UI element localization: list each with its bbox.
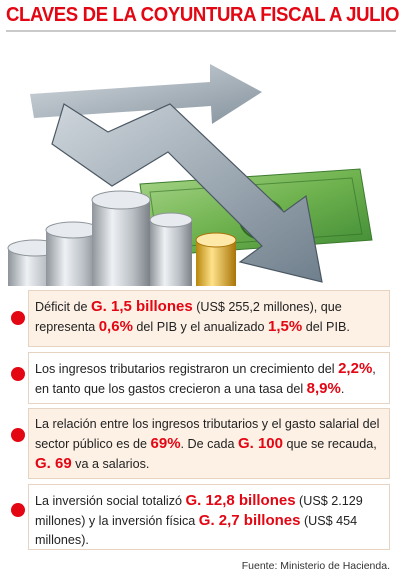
highlight-value: 69% xyxy=(150,435,181,452)
key-point-3: La relación entre los ingresos tributari… xyxy=(28,408,390,479)
text-segment: va a salarios. xyxy=(71,457,150,471)
bullet-marker-4 xyxy=(11,503,25,517)
text-segment: , en tanto que los gastos crecieron a un… xyxy=(35,362,376,396)
highlight-value: G. 12,8 billones xyxy=(185,492,296,509)
key-point-2: Los ingresos tributarios registraron un … xyxy=(28,352,390,404)
highlight-value: G. 69 xyxy=(35,455,72,472)
title-divider xyxy=(6,30,396,32)
downward-trend-arrow-icon xyxy=(51,103,323,283)
source-note: Fuente: Ministerio de Hacienda. xyxy=(241,560,390,572)
highlight-value: 1,5% xyxy=(268,318,303,335)
text-segment: (US$ 454 millones). xyxy=(35,514,358,547)
text-segment: . xyxy=(340,382,345,396)
text-segment: Déficit de xyxy=(35,300,91,314)
text-segment: La relación entre los ingresos tributari… xyxy=(35,417,380,451)
bullet-marker-3 xyxy=(11,428,25,442)
highlight-value: 8,9% xyxy=(306,380,341,397)
bullet-marker-1 xyxy=(11,311,25,325)
text-segment: del PIB. xyxy=(302,320,350,334)
text-segment: que se recauda, xyxy=(282,437,377,451)
text-segment: La inversión social totalizó xyxy=(35,494,186,508)
highlight-value: G. 2,7 billones xyxy=(198,512,301,529)
text-segment: Los ingresos tributarios registraron un … xyxy=(35,362,339,376)
upward-arrow-icon xyxy=(30,64,262,124)
text-segment: (US$ 2.129 millones) y la inversión físi… xyxy=(35,494,363,528)
coin-stacks-icon xyxy=(7,190,237,286)
text-segment: . De cada xyxy=(180,437,238,451)
key-point-4: La inversión social totalizó G. 12,8 bil… xyxy=(28,484,390,550)
text-segment: del PIB y el anualizado xyxy=(132,320,269,334)
highlight-value: 2,2% xyxy=(338,360,373,377)
highlight-value: G. 100 xyxy=(237,435,283,452)
fiscal-illustration: $ xyxy=(7,64,373,286)
page-title: CLAVES DE LA COYUNTURA FISCAL A JULIO xyxy=(6,4,400,26)
highlight-value: G. 1,5 billones xyxy=(91,298,193,315)
key-point-1: Déficit de G. 1,5 billones (US$ 255,2 mi… xyxy=(28,290,390,347)
bullet-marker-2 xyxy=(11,367,25,381)
highlight-value: 0,6% xyxy=(98,318,133,335)
text-segment: (US$ 255,2 millones), que representa xyxy=(35,300,342,334)
